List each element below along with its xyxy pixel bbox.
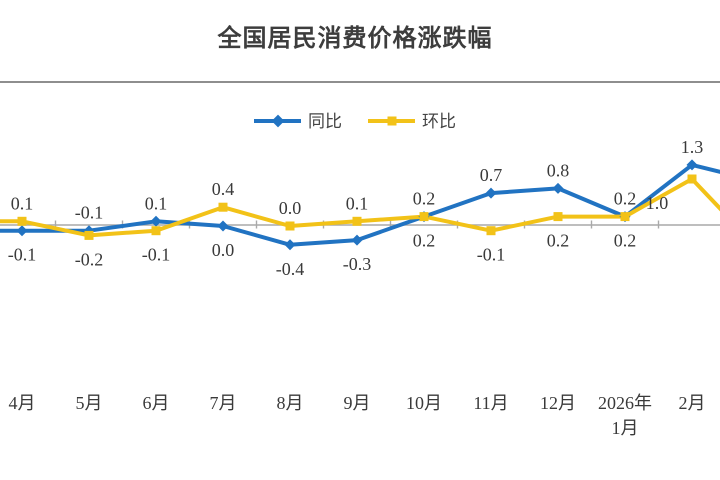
data-point-marker: [351, 234, 363, 246]
data-point-marker: [686, 159, 698, 171]
data-value-label: -0.1: [142, 245, 171, 265]
data-value-label: 0.4: [212, 179, 235, 199]
data-value-label: 0.1: [11, 193, 34, 213]
data-value-label: 0.1: [346, 193, 369, 213]
legend-item-label: 同比: [308, 112, 342, 131]
data-value-label: 0.2: [614, 231, 637, 251]
data-point-marker: [552, 182, 564, 194]
data-value-label: 0.2: [547, 231, 570, 251]
x-axis-label: 10月: [406, 393, 442, 413]
data-point-marker: [150, 215, 162, 227]
legend-line-swatch: [254, 114, 301, 128]
data-value-label: 1.3: [681, 137, 704, 157]
data-value-label: -0.2: [75, 249, 104, 269]
data-value-label: -0.1: [75, 203, 104, 223]
data-point-marker: [486, 226, 496, 236]
data-value-label: 0.1: [145, 193, 168, 213]
x-axis-label: 6月: [143, 393, 170, 413]
x-axis-label: 4月: [9, 393, 36, 413]
data-value-label: 0.0: [212, 240, 235, 260]
top-divider-line: [0, 81, 720, 83]
data-value-label: -0.3: [343, 254, 372, 274]
data-point-marker: [352, 216, 362, 226]
data-value-label: 0.8: [547, 160, 570, 180]
data-value-label: -0.4: [276, 259, 305, 279]
x-axis-label: 7月: [210, 393, 237, 413]
data-point-marker: [16, 225, 28, 237]
data-point-marker: [553, 212, 563, 222]
data-value-label: -0.1: [477, 245, 506, 265]
data-value-label: -0.1: [8, 245, 37, 265]
data-value-label: 0.7: [480, 165, 503, 185]
legend-item-huanbi: 环比: [368, 112, 456, 130]
x-axis-label: 2月: [679, 393, 706, 413]
data-value-label: 0.2: [413, 231, 436, 251]
data-value-label: 0.0: [279, 198, 302, 218]
data-value-label: 1.0: [646, 193, 669, 213]
chart-title: 全国居民消费价格涨跌幅: [217, 25, 493, 52]
data-point-marker: [284, 239, 296, 251]
data-point-marker: [687, 174, 697, 184]
data-point-marker: [151, 226, 161, 236]
data-value-label: 0.2: [614, 189, 637, 209]
data-point-marker: [485, 187, 497, 199]
data-point-marker: [84, 230, 94, 240]
data-point-marker: [217, 220, 229, 232]
square-marker-icon: [387, 116, 396, 126]
x-axis-label: 11月: [473, 393, 508, 413]
x-axis-label: 8月: [277, 393, 304, 413]
data-point-marker: [218, 202, 228, 212]
data-point-marker: [620, 212, 630, 222]
data-point-marker: [17, 216, 27, 226]
data-point-marker: [285, 221, 295, 231]
legend-item-tongbi: 同比: [254, 112, 342, 130]
data-point-marker: [419, 212, 429, 222]
data-value-label: 0.2: [413, 189, 436, 209]
x-axis-label: 9月: [344, 393, 371, 413]
legend-line-swatch: [368, 116, 415, 126]
x-axis-label: 2026年: [598, 393, 652, 413]
x-axis-label: 1月: [612, 418, 639, 438]
chart-legend: 同比 环比: [0, 112, 710, 130]
x-axis-label: 12月: [540, 393, 576, 413]
x-axis-label: 5月: [76, 393, 103, 413]
legend-item-label: 环比: [422, 112, 456, 131]
